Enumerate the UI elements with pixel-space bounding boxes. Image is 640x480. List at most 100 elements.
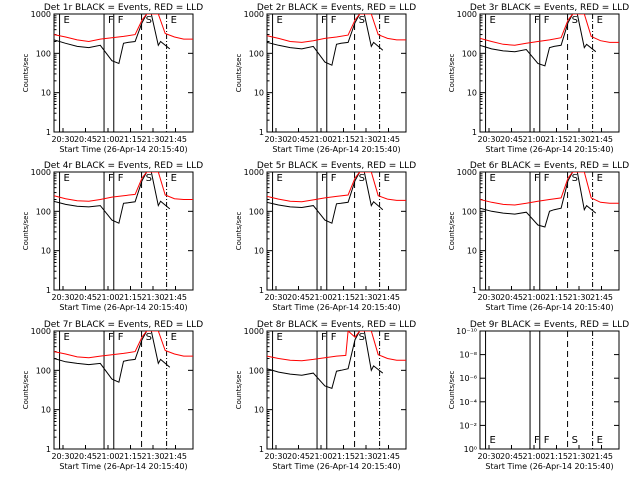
y-tick-label: 10 <box>41 89 51 98</box>
marker-label: F <box>321 15 327 26</box>
series-lld <box>480 172 619 206</box>
x-tick-label: 21:45 <box>590 293 613 302</box>
x-axis-label: Start Time (26-Apr-14 20:15:40) <box>272 462 400 471</box>
y-tick-label: 1000 <box>244 10 264 19</box>
marker-label: E <box>490 435 496 446</box>
y-tick-label: 10⁻⁸ <box>459 351 477 360</box>
y-tick-label: 1 <box>46 286 51 295</box>
y-tick-label: 10 <box>41 247 51 256</box>
marker-label: F <box>544 435 550 446</box>
x-tick-label: 21:45 <box>590 135 613 144</box>
series-events <box>54 172 171 224</box>
panel-title: Det 4r BLACK = Events, RED = LLD <box>44 161 203 171</box>
x-tick-label: 20:45 <box>74 452 97 461</box>
x-tick-label: 21:00 <box>522 452 545 461</box>
y-tick-label: 1 <box>472 286 477 295</box>
plot-frame <box>266 171 407 291</box>
marker-label: S <box>572 435 578 446</box>
y-tick-label: 1 <box>46 445 51 454</box>
marker-label: S <box>359 332 365 343</box>
x-tick-label: 20:30 <box>51 452 74 461</box>
marker-label: E <box>597 15 603 26</box>
marker-label: E <box>490 173 496 184</box>
series-events <box>480 172 597 228</box>
series-events <box>267 14 384 66</box>
x-tick-label: 21:00 <box>522 135 545 144</box>
panel-det-5: Det 5r BLACK = Events, RED = LLD 1 10 100 10… <box>235 161 416 312</box>
x-tick-label: 20:30 <box>51 293 74 302</box>
x-tick-label: 20:45 <box>287 135 310 144</box>
series-events <box>480 14 597 67</box>
series-lld <box>54 172 193 202</box>
x-tick-label: 20:30 <box>477 452 500 461</box>
y-tick-label: 100 <box>249 207 264 216</box>
x-tick-label: 21:00 <box>522 293 545 302</box>
x-tick-label: 20:30 <box>264 293 287 302</box>
marker-label: E <box>490 15 496 26</box>
x-tick-label: 20:45 <box>500 293 523 302</box>
marker-label: F <box>534 173 540 184</box>
y-tick-label: 100 <box>462 49 477 58</box>
series-lld <box>267 14 406 43</box>
panel-title: Det 1r BLACK = Events, RED = LLD <box>44 3 203 13</box>
y-axis-label: Counts/sec <box>235 212 243 251</box>
marker-label: E <box>277 15 283 26</box>
x-tick-label: 21:30 <box>141 135 164 144</box>
panel-title: Det 6r BLACK = Events, RED = LLD <box>470 161 629 171</box>
series-lld <box>480 14 619 46</box>
panel-det-9: Det 9r BLACK = Events, RED = LLD 10⁰ 10⁻² 1… <box>448 320 629 471</box>
y-tick-label: 10 <box>467 247 477 256</box>
marker-label: F <box>544 15 550 26</box>
marker-label: F <box>108 332 114 343</box>
panel-det-3: Det 3r BLACK = Events, RED = LLD 1 10 100 10… <box>448 3 629 154</box>
y-tick-label: 1 <box>259 128 264 137</box>
y-tick-label: 1000 <box>31 327 51 336</box>
marker-label: S <box>359 173 365 184</box>
marker-label: E <box>597 435 603 446</box>
x-tick-label: 21:30 <box>567 135 590 144</box>
x-tick-label: 21:30 <box>141 293 164 302</box>
panel-det-6: Det 6r BLACK = Events, RED = LLD 1 10 100 10… <box>448 161 629 312</box>
y-tick-label: 10 <box>254 247 264 256</box>
marker-label: F <box>534 435 540 446</box>
x-tick-label: 21:45 <box>164 293 187 302</box>
x-tick-label: 21:00 <box>309 135 332 144</box>
x-tick-label: 20:45 <box>500 452 523 461</box>
x-axis-label: Start Time (26-Apr-14 20:15:40) <box>59 462 187 471</box>
x-tick-label: 20:45 <box>74 135 97 144</box>
panel-title: Det 7r BLACK = Events, RED = LLD <box>44 320 203 330</box>
y-tick-label: 10⁻² <box>459 421 477 430</box>
marker-label: F <box>544 173 550 184</box>
y-tick-label: 1 <box>259 286 264 295</box>
marker-label: E <box>64 15 70 26</box>
marker-label: F <box>331 332 337 343</box>
marker-label: S <box>359 15 365 26</box>
plot-frame <box>266 330 407 450</box>
y-tick-label: 1000 <box>457 168 477 177</box>
marker-label: E <box>64 173 70 184</box>
y-tick-label: 100 <box>249 49 264 58</box>
x-tick-label: 21:45 <box>164 135 187 144</box>
panel-det-7: Det 7r BLACK = Events, RED = LLD 1 10 100 10… <box>22 320 203 471</box>
panel-det-8: Det 8r BLACK = Events, RED = LLD 1 10 100 10… <box>235 320 416 471</box>
series-events <box>54 14 171 65</box>
y-tick-label: 10 <box>41 406 51 415</box>
x-tick-label: 21:45 <box>164 452 187 461</box>
y-tick-label: 1000 <box>457 10 477 19</box>
series-lld <box>54 14 193 43</box>
y-tick-label: 100 <box>249 366 264 375</box>
y-tick-label: 10⁻⁴ <box>459 398 477 407</box>
panel-title: Det 9r BLACK = Events, RED = LLD <box>470 320 629 330</box>
x-axis-label: Start Time (26-Apr-14 20:15:40) <box>59 145 187 154</box>
y-tick-label: 1 <box>259 445 264 454</box>
panel-det-1: Det 1r BLACK = Events, RED = LLD 1 10 100 10… <box>22 3 203 154</box>
marker-label: E <box>171 173 177 184</box>
x-tick-label: 21:15 <box>332 135 355 144</box>
y-tick-label: 100 <box>36 207 51 216</box>
x-tick-label: 20:30 <box>477 293 500 302</box>
x-tick-label: 20:30 <box>264 135 287 144</box>
marker-label: S <box>146 15 152 26</box>
marker-label: E <box>277 173 283 184</box>
x-axis-label: Start Time (26-Apr-14 20:15:40) <box>272 145 400 154</box>
